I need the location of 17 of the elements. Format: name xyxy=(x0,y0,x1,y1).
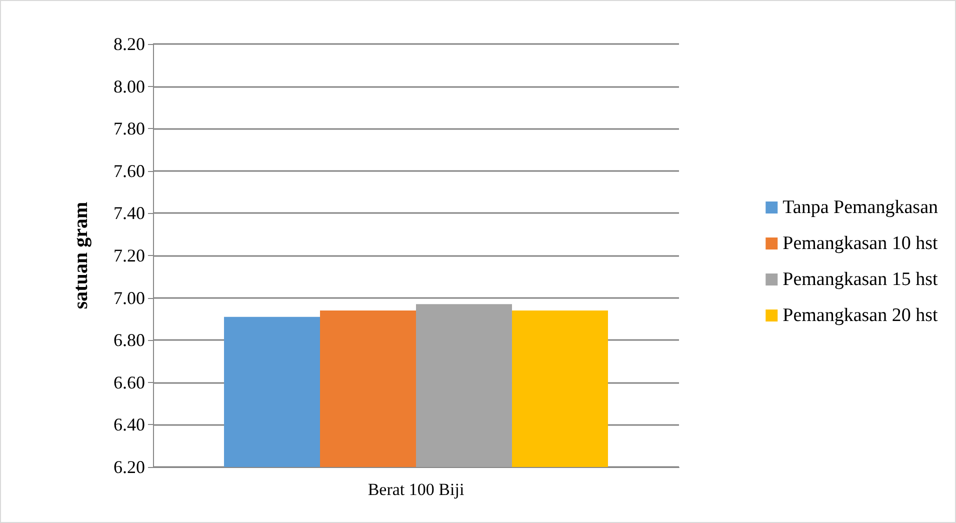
y-tick-label: 6.80 xyxy=(114,330,145,350)
y-tick-label: 7.80 xyxy=(114,118,145,139)
legend-label: Pemangkasan 15 hst xyxy=(782,269,938,290)
x-tick-label: Berat 100 Biji xyxy=(368,480,464,499)
legend-label: Pemangkasan 20 hst xyxy=(782,305,938,326)
y-tick-label: 7.40 xyxy=(114,203,145,224)
legend-label: Pemangkasan 10 hst xyxy=(782,233,938,254)
y-axis-title: satuan gram xyxy=(70,202,92,310)
y-tick-label: 7.60 xyxy=(114,160,145,181)
y-tick-label: 6.60 xyxy=(114,372,145,392)
y-tick-label: 8.20 xyxy=(114,34,145,54)
y-tick-label: 6.20 xyxy=(114,457,145,477)
legend-label: Tanpa Pemangkasan xyxy=(782,197,938,218)
y-tick-label: 7.20 xyxy=(114,246,145,266)
y-tick-label: 7.00 xyxy=(114,288,145,308)
y-tick-label: 8.00 xyxy=(114,76,145,96)
y-tick-label: 6.40 xyxy=(114,414,145,435)
